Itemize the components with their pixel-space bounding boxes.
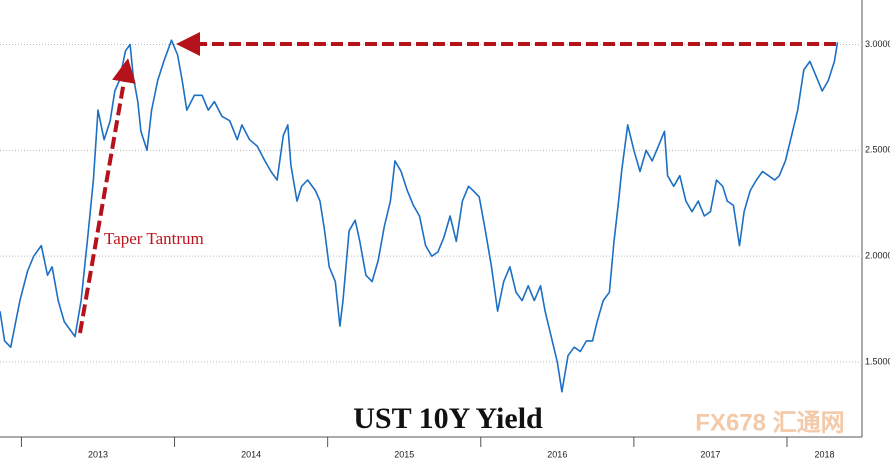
y-tick-label: 2.5000 <box>865 145 890 155</box>
y-tick-label: 1.5000 <box>865 356 890 366</box>
x-tick-label: 2014 <box>241 449 261 459</box>
y-tick-label: 3.0000 <box>865 39 890 49</box>
arrow <box>78 58 136 334</box>
x-tick-label: 2017 <box>700 449 720 459</box>
annotation: Taper Tantrum <box>104 229 204 248</box>
x-tick-label: 2013 <box>88 449 108 459</box>
line-series <box>0 39 839 393</box>
chart-title: UST 10Y Yield <box>353 402 543 435</box>
x-tick-label: 2016 <box>547 449 567 459</box>
y-tick-label: 2.0000 <box>865 251 890 261</box>
plot-area: 1.5000 2.0000 2.5000 3.0000 2013 2014 2015 2016… <box>0 39 890 459</box>
watermark: FX678 汇通网 <box>695 409 844 436</box>
x-tick-label: 2018 <box>814 449 834 459</box>
x-tick-label: 2015 <box>394 449 414 459</box>
